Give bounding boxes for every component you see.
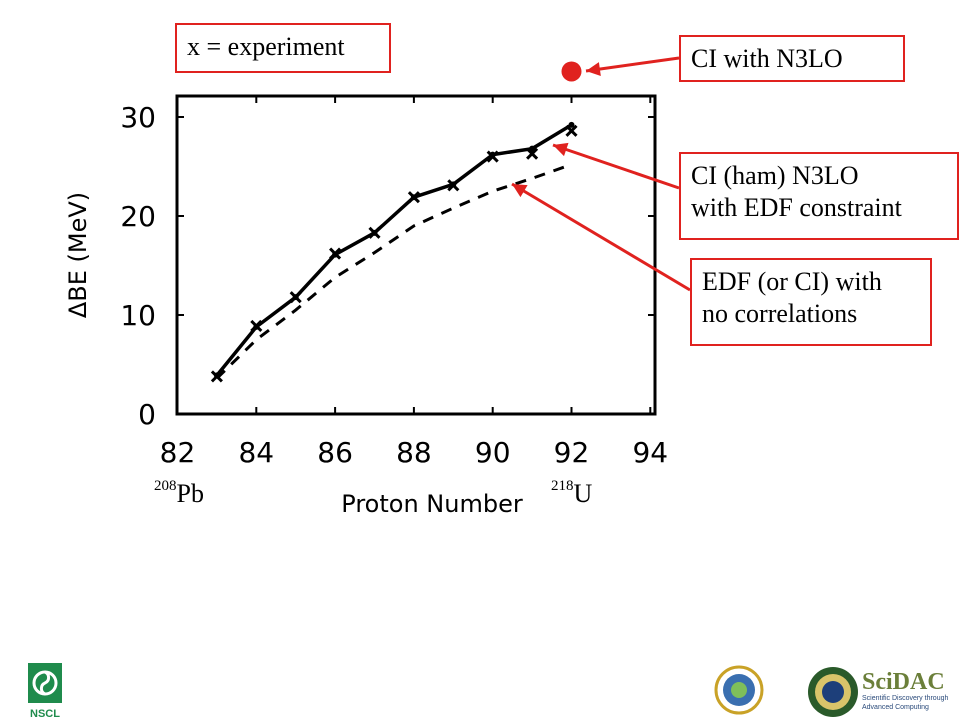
experiment-marker-stroke	[565, 124, 578, 137]
axis-ticks: 82 84 86 88 90 92 94 0 10 20 30	[120, 96, 668, 469]
series-layer	[210, 61, 582, 383]
ci-n3lo-callout: CI with N3LO	[679, 35, 905, 82]
ci-ham-line-2: with EDF constraint	[691, 193, 902, 222]
arrow-ci-n3lo	[585, 56, 680, 76]
isotope-u218: 218U	[551, 478, 592, 509]
experiment-marker	[289, 291, 302, 304]
x-tick-label: 88	[396, 436, 432, 469]
experiment-marker	[526, 147, 539, 160]
experiment-marker-stroke	[407, 191, 420, 204]
experiment-marker-stroke	[486, 150, 499, 163]
experiment-marker	[368, 226, 381, 239]
ci-n3lo-point	[561, 61, 582, 82]
experiment-marker	[447, 179, 460, 192]
arrow-edf-shaft	[511, 182, 691, 292]
arrow-ci-ham	[552, 142, 680, 190]
legend-note-callout: x = experiment	[175, 23, 391, 73]
scidac-title: SciDAC	[862, 669, 945, 695]
plot-frame	[175, 94, 657, 416]
arrow-edf-head	[512, 184, 528, 198]
y-tick-label: 20	[120, 200, 156, 233]
edf-no-correlations-line	[215, 163, 572, 380]
scidac-logo: SciDAC Scientific Discovery through Adva…	[862, 670, 956, 716]
x-axis-label: Proton Number	[341, 490, 523, 518]
nscl-logo: NSCL	[28, 663, 62, 720]
arrow-ci-ham-head	[553, 142, 569, 157]
nscl-label: NSCL	[30, 708, 60, 720]
nsf-seal-icon	[714, 665, 764, 715]
scidac-sub-2: Advanced Computing	[862, 704, 929, 711]
arrow-ci-n3lo-head	[586, 62, 601, 76]
nscl-swirl-icon	[28, 663, 62, 703]
y-tick-label: 10	[120, 299, 156, 332]
y-tick-label: 0	[138, 398, 156, 431]
x-tick-label: 90	[475, 436, 511, 469]
ci-ham-n3lo-point	[568, 121, 575, 128]
doe-seal-icon	[808, 667, 858, 717]
experiment-marker-stroke	[289, 291, 302, 304]
experiment-marker	[407, 191, 420, 204]
experiment-marker-stroke	[526, 147, 539, 160]
isotope-pb208-symbol: Pb	[176, 479, 204, 508]
x-tick-label: 86	[317, 436, 353, 469]
ci-ham-n3lo-line	[215, 123, 573, 377]
ci-ham-callout: CI (ham) N3LO with EDF constraint	[679, 152, 959, 240]
x-tick-label: 94	[632, 436, 668, 469]
callout-arrows	[511, 56, 691, 292]
x-tick-label: 92	[554, 436, 590, 469]
arrow-ci-ham-shaft	[552, 143, 680, 190]
experiment-marker	[250, 319, 263, 332]
y-tick-label: 30	[120, 101, 156, 134]
arrow-ci-n3lo-shaft	[585, 56, 680, 73]
experiment-marker	[565, 124, 578, 137]
experiment-marker-stroke	[329, 247, 342, 260]
arrow-edf	[511, 182, 691, 292]
isotope-u218-mass: 218	[551, 478, 574, 494]
isotope-pb208: 208Pb	[154, 478, 204, 509]
legend-note-text: x = experiment	[187, 32, 345, 61]
experiment-marker-stroke	[250, 319, 263, 332]
experiment-marker	[329, 247, 342, 260]
y-axis-label: ΔBE (MeV)	[64, 192, 92, 318]
isotope-pb208-mass: 208	[154, 478, 177, 494]
edf-line-2: no correlations	[702, 299, 858, 328]
edf-callout: EDF (or CI) with no correlations	[690, 258, 932, 346]
edf-line-1: EDF (or CI) with	[702, 267, 882, 296]
experiment-marker-stroke	[447, 179, 460, 192]
x-tick-label: 84	[238, 436, 274, 469]
scidac-sub-1: Scientific Discovery through	[862, 695, 949, 702]
isotope-u218-symbol: U	[573, 479, 593, 508]
experiment-marker-stroke	[368, 226, 381, 239]
ci-ham-line-1: CI (ham) N3LO	[691, 161, 859, 190]
ci-n3lo-text: CI with N3LO	[691, 44, 843, 73]
x-tick-label: 82	[160, 436, 196, 469]
experiment-marker	[486, 150, 499, 163]
